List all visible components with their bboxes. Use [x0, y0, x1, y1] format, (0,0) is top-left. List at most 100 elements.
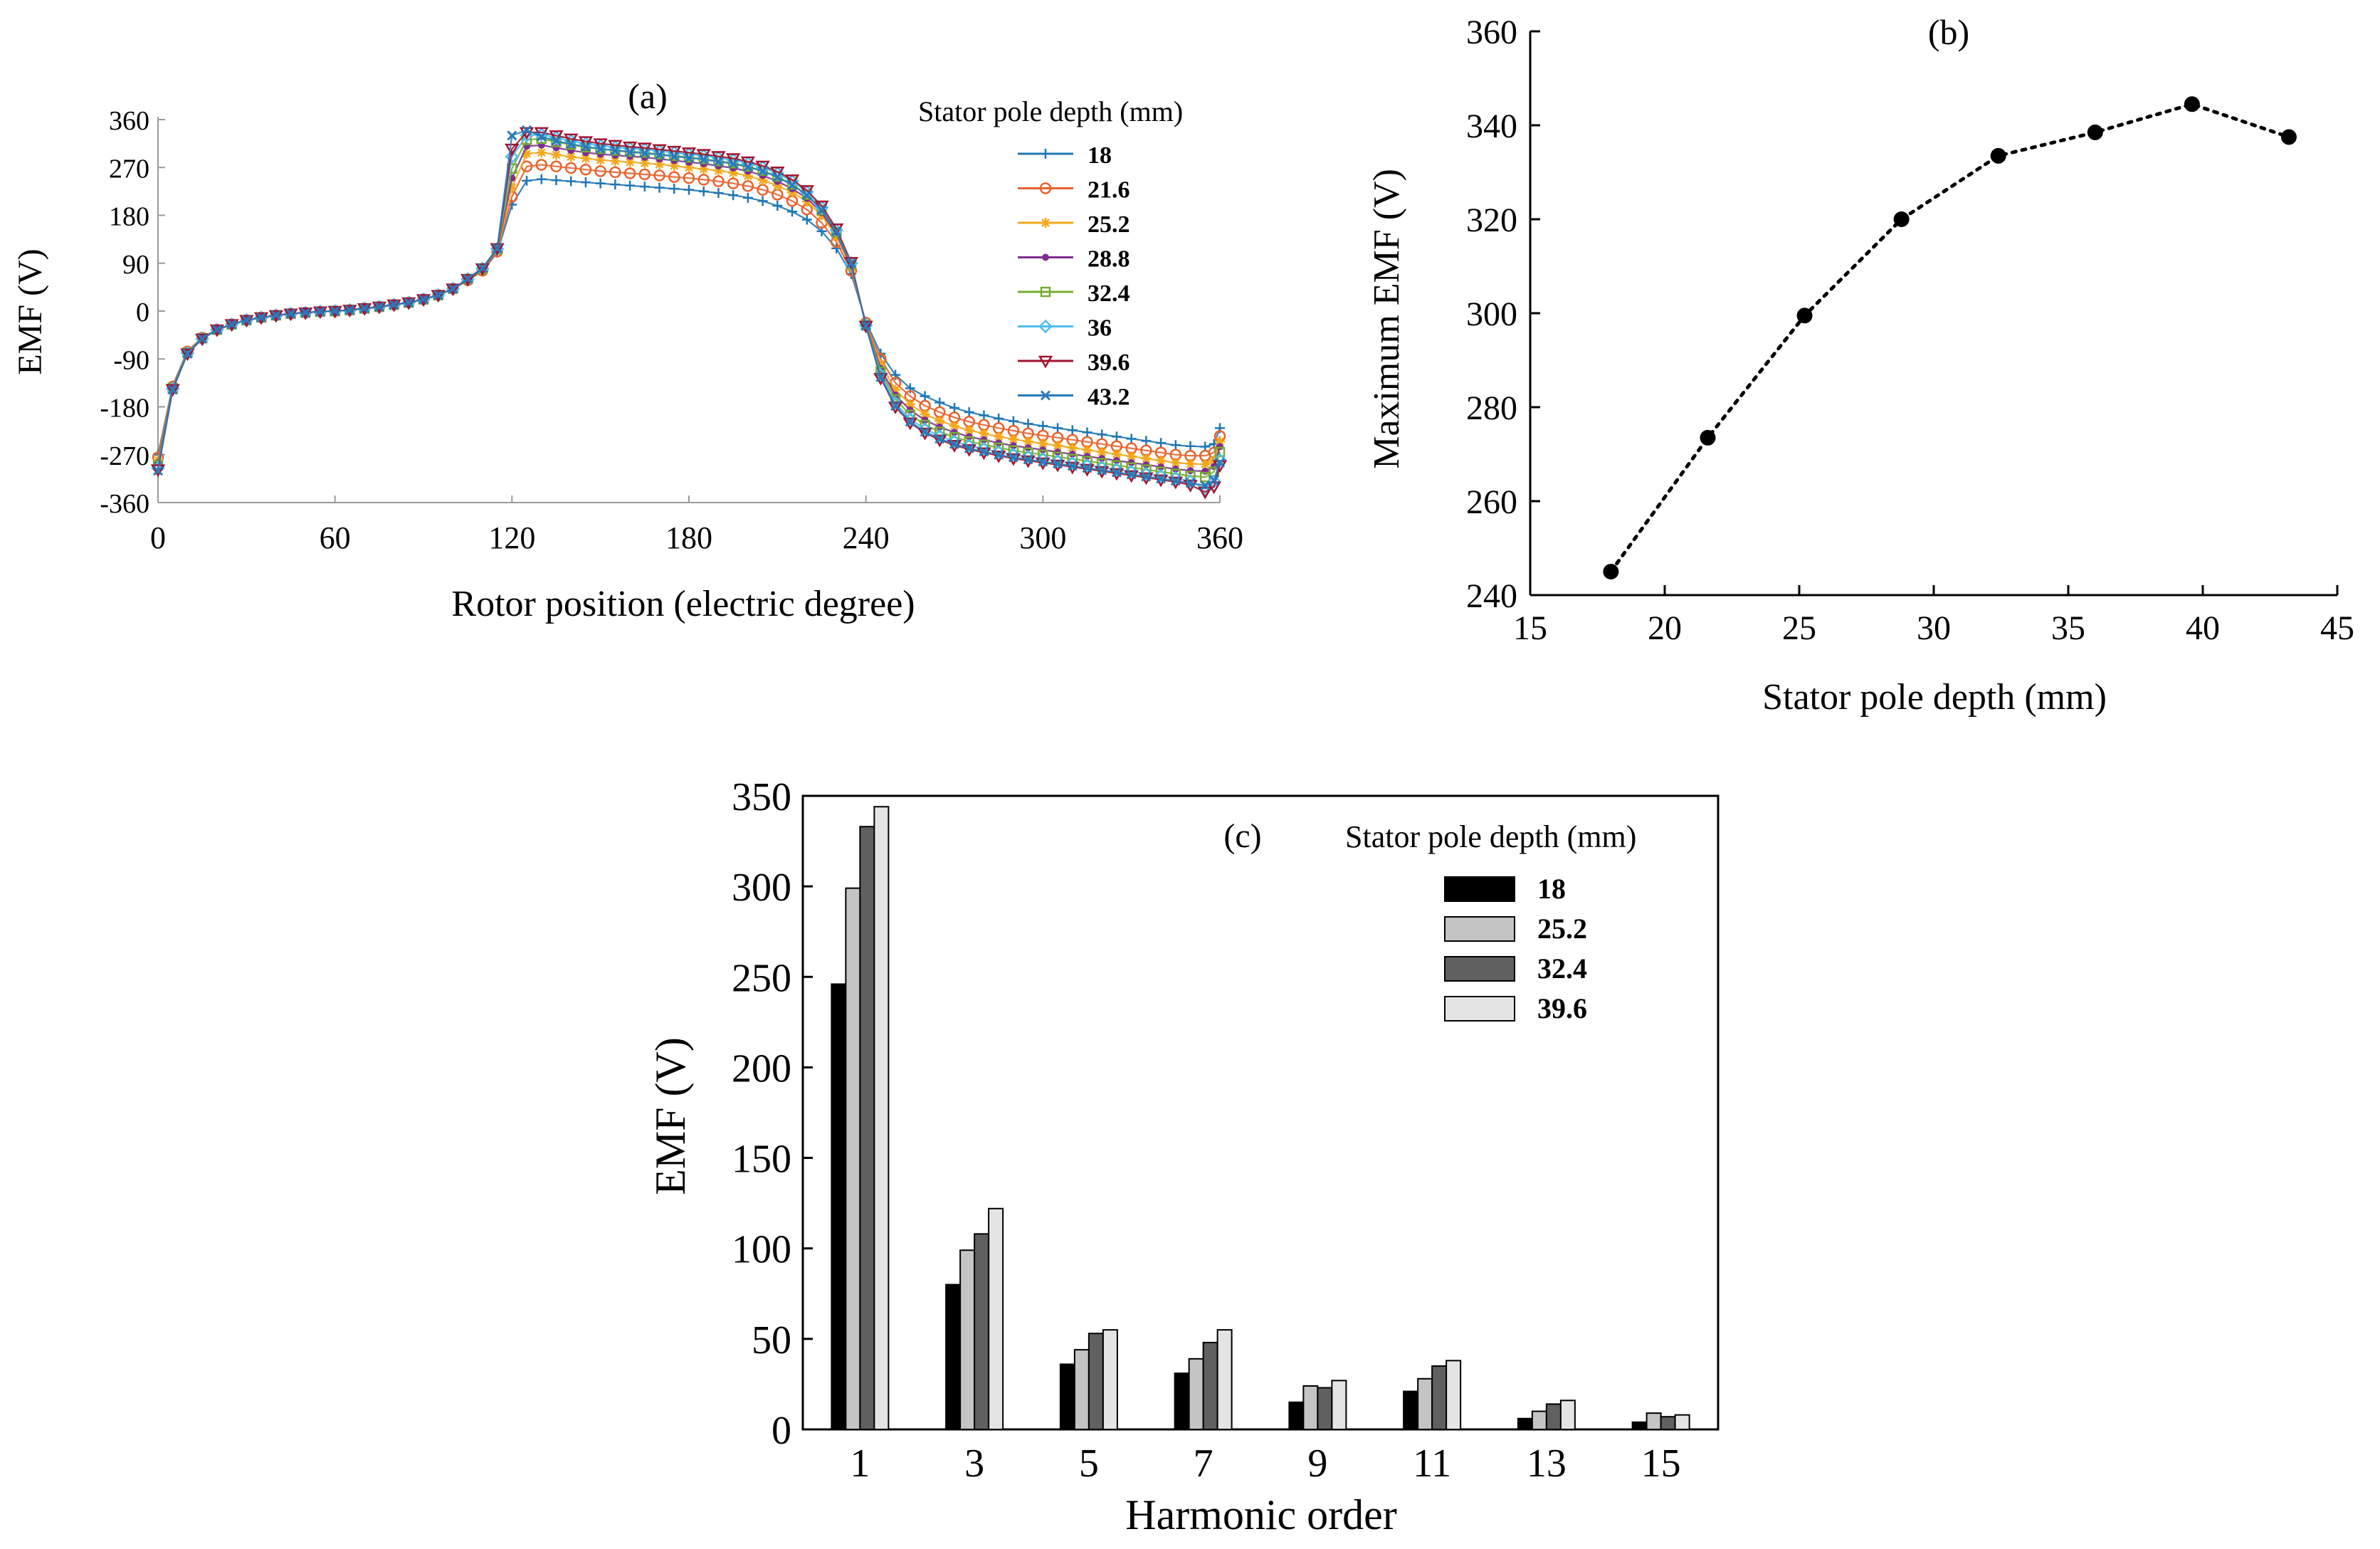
panel-a-data-point — [1008, 416, 1018, 426]
panel-a-data-point — [949, 402, 959, 413]
panel-a-data-point — [654, 149, 665, 160]
panel-b-y-tick-label: 280 — [1466, 389, 1517, 427]
panel-a-data-point — [964, 425, 974, 436]
panel-a-data-point — [1082, 427, 1092, 438]
panel-a-data-point — [150, 464, 166, 478]
panel-a-data-point — [180, 348, 195, 362]
panel-c-bar-25-2-h5 — [1073, 1349, 1090, 1430]
panel-a-data-point — [622, 141, 638, 154]
panel-a-data-point — [209, 324, 225, 337]
panel-a-x-tick-label: 60 — [320, 520, 351, 555]
panel-c-bar-39-6-h9 — [1331, 1380, 1347, 1431]
panel-c-legend-swatch — [1444, 996, 1515, 1022]
panel-a-data-point — [625, 157, 636, 167]
panel-a-data-point — [359, 303, 370, 314]
panel-b-y-tick-label: 240 — [1466, 577, 1517, 615]
panel-a-data-point — [1038, 439, 1048, 449]
panel-a-data-point — [1097, 447, 1107, 458]
panel-a-data-point — [757, 166, 768, 177]
panel-c-x-tick-label: 1 — [850, 1442, 870, 1486]
panel-a-data-point — [681, 147, 697, 160]
panel-a-data-point — [1170, 457, 1181, 468]
panel-a-legend-marker — [1041, 218, 1051, 228]
panel-a-data-point — [740, 156, 756, 169]
panel-a-data-point — [1023, 436, 1033, 447]
panel-a-data-point — [772, 180, 783, 191]
panel-b-data-point — [1796, 308, 1813, 324]
panel-a-legend-label: 43.2 — [1088, 384, 1130, 411]
panel-a-data-point — [757, 175, 768, 186]
panel-a-series-21-6 — [152, 159, 1226, 463]
panel-c-bar-32-4-h5 — [1088, 1333, 1104, 1430]
panel-c-x-tick-label: 3 — [964, 1442, 984, 1486]
panel-c-bar-18-h7 — [1174, 1372, 1190, 1430]
panel-a-series-25-2 — [153, 147, 1225, 470]
panel-a-data-point — [566, 152, 576, 162]
panel-a-data-point — [698, 154, 709, 165]
panel-a-data-point — [755, 160, 770, 174]
panel-a-data-point — [1170, 440, 1181, 451]
panel-c-bar-25-2-h9 — [1302, 1385, 1319, 1431]
panel-b-x-tick-label: 15 — [1513, 609, 1547, 647]
panel-c-bar-32-4-h3 — [974, 1233, 990, 1431]
panel-a-data-point — [934, 415, 945, 426]
panel-a-data-point — [1126, 451, 1137, 461]
panel-c-y-tick-label: 100 — [732, 1228, 791, 1272]
panel-c-bar-25-2-h13 — [1531, 1410, 1547, 1430]
panel-a-series-43-2 — [152, 125, 1226, 491]
panel-c-legend-label: 25.2 — [1537, 913, 1587, 945]
panel-a-data-point — [1067, 425, 1078, 436]
panel-a-data-point — [668, 171, 680, 183]
panel-a-legend: 18 21.6 25.2 28.8 32.4 36 39.6 43.2 — [1018, 142, 1130, 411]
panel-a-data-point — [1023, 419, 1033, 429]
panel-a-data-point — [728, 190, 739, 201]
panel-a-data-point — [226, 319, 237, 330]
panel-a-legend-label: 36 — [1088, 315, 1112, 342]
panel-a-data-point — [551, 135, 562, 146]
panel-a-data-point — [1214, 457, 1226, 468]
panel-c-bar-25-2-h1 — [845, 887, 861, 1430]
panel-a-y-tick-label: 90 — [122, 250, 149, 280]
panel-a-data-point — [890, 384, 901, 395]
panel-a-data-point — [801, 190, 812, 201]
panel-a-xlabel: Rotor position (electric degree) — [451, 584, 915, 624]
panel-c-x-tick-label: 13 — [1527, 1442, 1567, 1486]
panel-c-xlabel: Harmonic order — [1125, 1491, 1397, 1538]
panel-a-y-tick-label: -90 — [113, 345, 149, 375]
panel-b-data-point — [1893, 211, 1910, 227]
panel-a-data-point — [1126, 434, 1137, 444]
panel-c-legend-swatch — [1444, 916, 1515, 942]
panel-c-bar-18-h1 — [831, 983, 847, 1430]
panel-a-data-point — [1200, 459, 1211, 470]
panel-c-bar-18-h15 — [1631, 1421, 1648, 1431]
panel-a-data-point — [1097, 429, 1107, 440]
panel-b-x-tick-label: 20 — [1648, 609, 1682, 647]
panel-a-data-point — [182, 348, 193, 359]
panel-a-data-point — [551, 149, 562, 160]
panel-a-data-point — [1023, 454, 1033, 465]
panel-a-data-point — [772, 201, 783, 211]
panel-a-data-point — [595, 154, 606, 165]
panel-a-data-point — [1156, 473, 1167, 484]
panel-a-data-point — [580, 177, 591, 188]
panel-a-legend-marker — [1042, 253, 1049, 261]
panel-a-series-18 — [153, 174, 1225, 460]
panel-b-xlabel: Stator pole depth (mm) — [1762, 677, 2107, 718]
panel-a-data-point — [625, 147, 636, 157]
panel-a-legend-title: Stator pole depth (mm) — [918, 95, 1183, 127]
panel-c-legend-label: 18 — [1537, 873, 1566, 905]
panel-a-series-line — [157, 178, 1221, 456]
panel-a-data-point — [711, 151, 726, 164]
panel-a-data-point — [195, 333, 210, 347]
panel-a-data-point — [1053, 423, 1063, 434]
panel-c-y-tick-label: 250 — [732, 956, 791, 1000]
panel-b-label: (b) — [1928, 12, 1969, 52]
panel-a-data-point — [610, 145, 621, 156]
panel-a-data-point — [1126, 469, 1137, 480]
panel-c-bar-39-6-h3 — [988, 1207, 1004, 1431]
panel-a-data-point — [890, 400, 901, 411]
panel-a-data-point — [639, 158, 650, 169]
panel-a-data-point — [698, 186, 709, 196]
panel-a-data-point — [211, 325, 222, 335]
panel-c-legend-label: 39.6 — [1537, 992, 1587, 1024]
